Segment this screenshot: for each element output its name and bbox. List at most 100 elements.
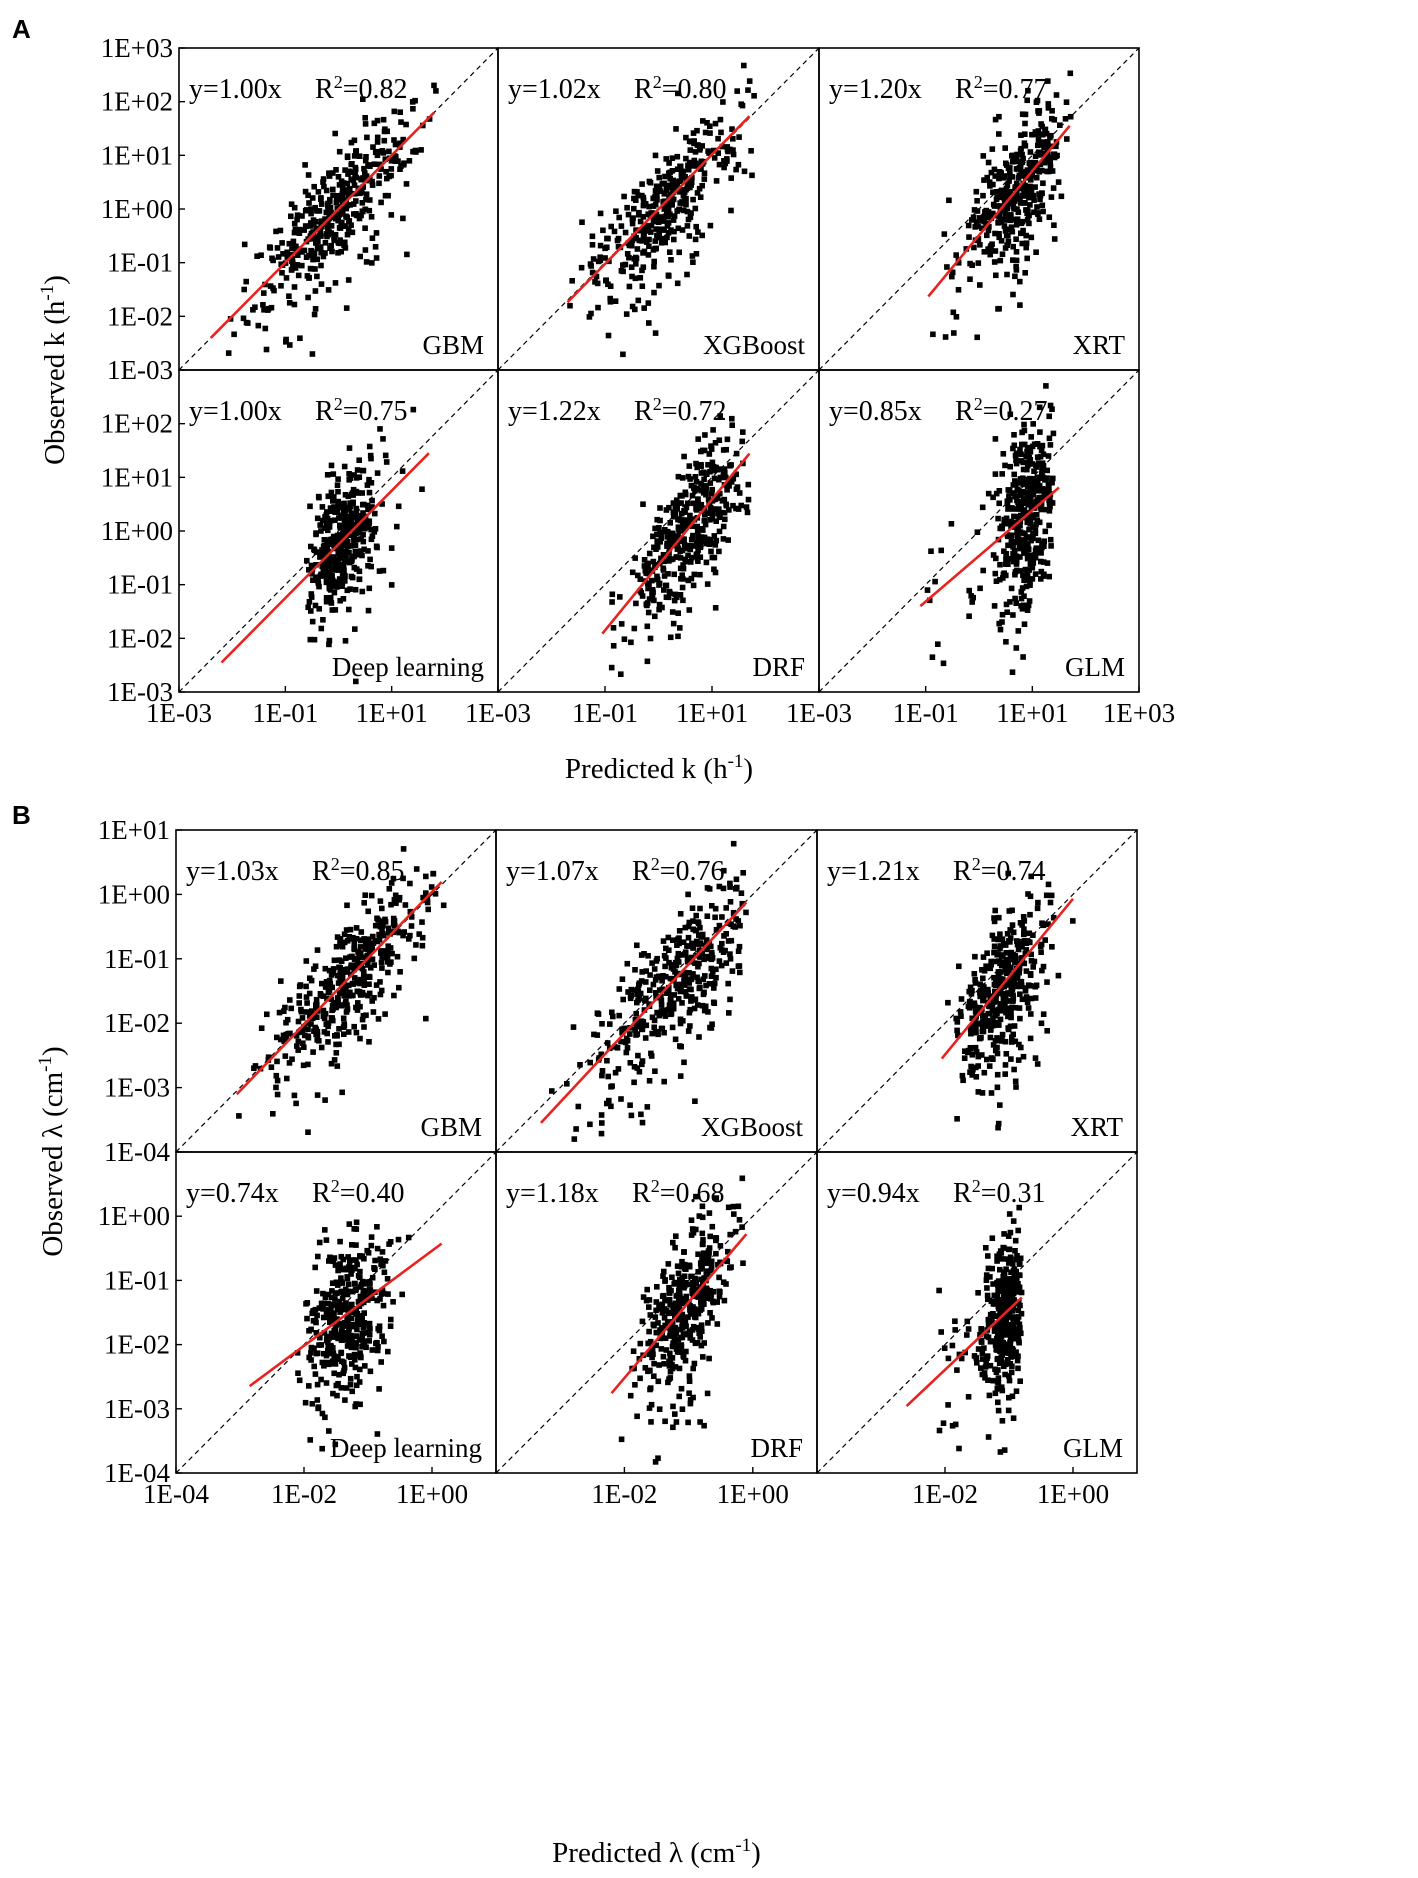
data-point — [278, 283, 284, 289]
data-point — [987, 183, 993, 189]
data-point — [349, 1301, 355, 1308]
data-point — [1027, 1035, 1034, 1042]
data-point — [425, 906, 431, 913]
data-point — [637, 588, 643, 594]
data-point — [364, 482, 371, 488]
data-point — [679, 1258, 685, 1265]
data-point — [1007, 169, 1013, 176]
data-point — [633, 600, 639, 607]
data-point — [666, 1284, 672, 1291]
data-point — [701, 1340, 707, 1346]
data-point — [346, 1259, 353, 1265]
data-point — [1021, 441, 1028, 448]
data-point — [1049, 500, 1056, 506]
data-point — [1043, 130, 1050, 137]
y-tick-label: 1E+00 — [101, 516, 173, 546]
data-point — [1040, 208, 1046, 215]
data-point — [339, 188, 346, 194]
data-point — [589, 242, 596, 248]
data-point — [339, 193, 345, 200]
data-point — [313, 225, 319, 232]
data-point — [992, 436, 999, 442]
data-point — [699, 1214, 706, 1221]
data-point — [305, 604, 311, 611]
data-point — [660, 199, 666, 205]
data-point — [588, 310, 594, 317]
data-point — [372, 244, 379, 250]
data-point — [648, 229, 654, 235]
data-point — [376, 161, 383, 168]
data-point — [299, 249, 305, 255]
data-point — [1038, 506, 1045, 513]
data-point — [694, 464, 700, 471]
data-point — [658, 1025, 665, 1032]
data-point — [710, 427, 716, 433]
data-point — [642, 997, 648, 1004]
data-point — [651, 1024, 657, 1031]
data-point — [999, 991, 1006, 997]
data-point — [341, 1367, 347, 1374]
data-point — [685, 934, 692, 941]
data-point — [984, 1021, 990, 1028]
data-point — [624, 960, 631, 967]
data-point — [597, 242, 604, 249]
data-point — [353, 1257, 359, 1263]
data-point — [627, 1102, 633, 1108]
data-point — [1012, 1237, 1019, 1244]
fit-equation: y=1.00x — [189, 74, 282, 105]
data-point — [741, 168, 748, 175]
data-point — [724, 436, 731, 443]
data-point — [997, 1449, 1004, 1455]
data-point — [688, 954, 695, 961]
data-point — [338, 178, 345, 184]
data-point — [654, 1284, 660, 1290]
data-point — [346, 989, 353, 996]
data-point — [598, 1130, 605, 1137]
data-point — [974, 529, 981, 535]
data-point — [312, 1306, 319, 1313]
data-point — [632, 306, 638, 313]
data-point — [708, 446, 715, 452]
data-point — [971, 207, 978, 213]
data-point — [1044, 467, 1050, 474]
data-point — [996, 500, 1002, 507]
data-point — [1006, 505, 1012, 512]
data-point — [379, 148, 386, 154]
data-point — [362, 946, 369, 952]
data-point — [727, 1231, 733, 1238]
data-point — [646, 1351, 652, 1357]
data-point — [1013, 249, 1020, 255]
data-point — [1025, 1005, 1032, 1011]
data-point — [1000, 1323, 1006, 1330]
data-point — [695, 500, 701, 506]
data-point — [294, 1043, 300, 1049]
data-point — [360, 538, 367, 545]
data-point — [727, 884, 733, 890]
data-point — [1038, 1020, 1045, 1027]
data-point — [231, 331, 237, 338]
data-point — [366, 207, 373, 214]
data-point — [701, 176, 708, 182]
data-point — [999, 471, 1005, 477]
data-point — [363, 196, 369, 203]
data-point — [677, 163, 683, 170]
data-point — [345, 1281, 352, 1288]
data-point — [1022, 143, 1029, 149]
data-point — [314, 947, 321, 953]
data-point — [1006, 1373, 1012, 1379]
data-point — [281, 1008, 287, 1014]
data-point — [362, 954, 368, 961]
data-point — [954, 1116, 960, 1122]
data-point — [707, 130, 713, 136]
data-point — [370, 144, 376, 150]
data-point — [694, 523, 700, 530]
data-point — [309, 351, 316, 357]
data-point — [1034, 204, 1040, 210]
data-point — [384, 955, 391, 961]
data-point — [324, 597, 331, 604]
data-point — [1012, 975, 1018, 981]
data-point — [952, 1318, 958, 1324]
r-squared-letter: R — [632, 1178, 651, 1209]
data-point — [661, 191, 668, 197]
